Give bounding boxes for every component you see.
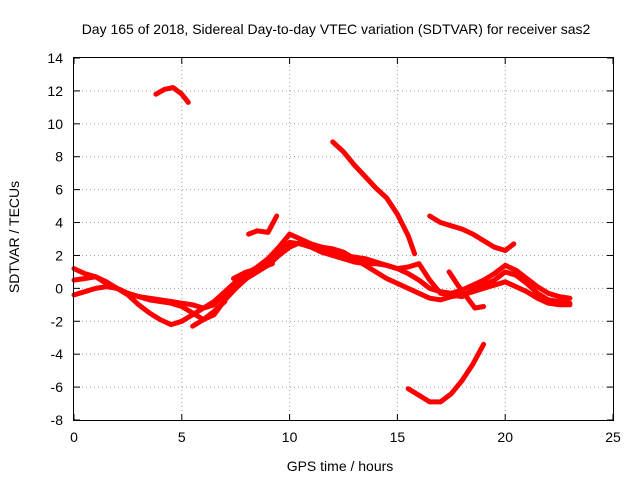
x-tick-label: 5 [178, 429, 186, 445]
grid-lines [74, 58, 613, 420]
y-tick-label: 2 [55, 247, 63, 263]
y-tick-label: 14 [47, 50, 63, 66]
x-axis-label: GPS time / hours [287, 458, 394, 474]
x-tick-label: 20 [497, 429, 513, 445]
y-tick-label: 10 [47, 116, 63, 132]
y-tick-label: -8 [51, 412, 64, 428]
series-arc-2 [71, 231, 573, 328]
y-tick-label: 12 [47, 83, 63, 99]
series-arc-11 [190, 299, 228, 329]
chart-title: Day 165 of 2018, Sidereal Day-to-day VTE… [82, 21, 591, 37]
series-arc-10 [231, 261, 275, 281]
x-tick-label: 0 [70, 429, 78, 445]
series-arc-4 [153, 85, 191, 105]
y-axis-label: SDTVAR / TECUs [6, 181, 22, 293]
data-series [71, 85, 573, 405]
series-arc-3 [71, 239, 573, 323]
axis-ticks: 0 5 10 15 20 25 -8 -6 -4 -2 0 2 4 6 8 10 12 14 [47, 50, 621, 445]
series-arc-6 [330, 139, 418, 257]
x-tick-label: 15 [390, 429, 406, 445]
series-arc-7 [427, 213, 517, 253]
y-tick-label: 8 [55, 149, 63, 165]
plot-frame [73, 57, 614, 421]
y-tick-label: 6 [55, 182, 63, 198]
series-arc-9 [446, 269, 487, 311]
y-tick-label: 0 [55, 280, 63, 296]
x-tick-label: 25 [605, 429, 621, 445]
series-arc-5 [246, 213, 280, 237]
y-tick-label: -4 [51, 346, 64, 362]
y-tick-label: -2 [51, 313, 64, 329]
x-tick-label: 10 [282, 429, 298, 445]
series-arc-8 [405, 341, 487, 405]
y-tick-label: -6 [51, 379, 64, 395]
y-tick-label: 4 [55, 215, 63, 231]
